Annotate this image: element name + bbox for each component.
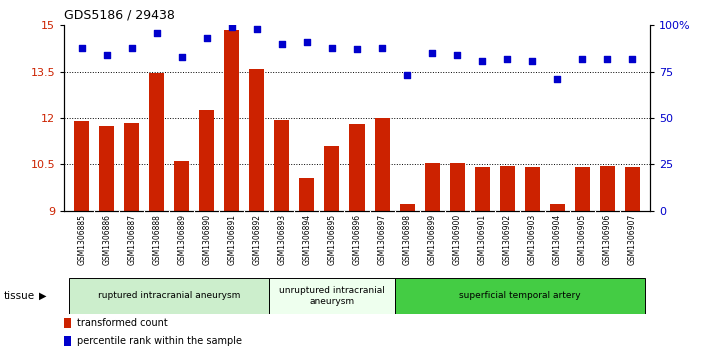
Bar (64, 335, 71, 346)
Text: GSM1306888: GSM1306888 (152, 214, 161, 265)
Text: GSM1306901: GSM1306901 (478, 214, 487, 265)
Point (351, 46, 363, 52)
Text: GSM1306902: GSM1306902 (503, 214, 512, 265)
Bar (249, 69, 264, 211)
Text: GSM1306906: GSM1306906 (603, 214, 612, 265)
Text: GSM1306907: GSM1306907 (628, 214, 637, 265)
Point (526, 58, 538, 64)
Bar (525, 167, 540, 211)
Point (576, 56, 588, 62)
Point (501, 56, 513, 62)
Text: GSM1306891: GSM1306891 (227, 214, 236, 265)
Point (626, 56, 638, 62)
Text: GSM1306894: GSM1306894 (303, 214, 311, 265)
Bar (575, 167, 590, 211)
Text: transformed count: transformed count (77, 318, 168, 328)
Text: GSM1306898: GSM1306898 (403, 214, 411, 265)
Bar (124, 123, 139, 211)
Text: GSM1306890: GSM1306890 (202, 214, 211, 265)
Point (101, 52, 113, 58)
Text: GSM1306889: GSM1306889 (177, 214, 186, 265)
Point (201, 36, 213, 41)
Bar (425, 163, 440, 211)
Text: superficial temporal artery: superficial temporal artery (459, 291, 580, 300)
Point (301, 39, 313, 45)
Bar (475, 167, 490, 211)
Bar (625, 167, 640, 211)
Text: GSM1306886: GSM1306886 (102, 214, 111, 265)
Point (276, 41, 288, 47)
Point (226, 24, 238, 30)
Text: GSM1306895: GSM1306895 (328, 214, 336, 265)
Text: GSM1306896: GSM1306896 (353, 214, 361, 265)
Point (176, 54, 188, 60)
Point (251, 26, 263, 32)
Text: percentile rank within the sample: percentile rank within the sample (77, 336, 242, 346)
Bar (199, 110, 214, 211)
Point (151, 30, 163, 36)
Text: ▶: ▶ (39, 291, 47, 301)
Text: ruptured intracranial aneurysm: ruptured intracranial aneurysm (98, 291, 241, 300)
Bar (500, 166, 515, 211)
Point (376, 45, 388, 50)
Point (426, 50, 438, 56)
Point (451, 52, 463, 58)
Text: tissue: tissue (4, 291, 35, 301)
Text: GSM1306899: GSM1306899 (428, 214, 436, 265)
Text: GSM1306887: GSM1306887 (127, 214, 136, 265)
Text: GSM1306905: GSM1306905 (578, 214, 587, 265)
Text: GSM1306892: GSM1306892 (253, 214, 261, 265)
Bar (450, 163, 465, 211)
Point (401, 73, 413, 78)
Bar (69, 278, 269, 314)
Text: unruptured intracranial
aneurysm: unruptured intracranial aneurysm (279, 286, 385, 306)
Bar (375, 118, 390, 211)
Bar (99, 126, 114, 211)
Point (476, 58, 488, 64)
Bar (269, 278, 395, 314)
Bar (400, 204, 415, 211)
Bar (299, 178, 314, 211)
Point (326, 45, 338, 50)
Text: GSM1306897: GSM1306897 (378, 214, 386, 265)
Bar (324, 146, 339, 211)
Point (76, 45, 88, 50)
Bar (64, 318, 71, 328)
Text: GDS5186 / 29438: GDS5186 / 29438 (64, 9, 175, 22)
Text: GSM1306904: GSM1306904 (553, 214, 562, 265)
Bar (395, 278, 645, 314)
Bar (550, 204, 565, 211)
Bar (149, 73, 164, 211)
Text: GSM1306893: GSM1306893 (278, 214, 286, 265)
Bar (74, 121, 89, 211)
Text: GSM1306903: GSM1306903 (528, 214, 537, 265)
Bar (224, 30, 239, 211)
Text: GSM1306885: GSM1306885 (77, 214, 86, 265)
Bar (174, 161, 189, 211)
Point (126, 45, 138, 50)
Point (601, 56, 613, 62)
Bar (274, 119, 289, 211)
Bar (600, 166, 615, 211)
Bar (349, 124, 365, 211)
Text: GSM1306900: GSM1306900 (453, 214, 461, 265)
Point (551, 76, 563, 82)
